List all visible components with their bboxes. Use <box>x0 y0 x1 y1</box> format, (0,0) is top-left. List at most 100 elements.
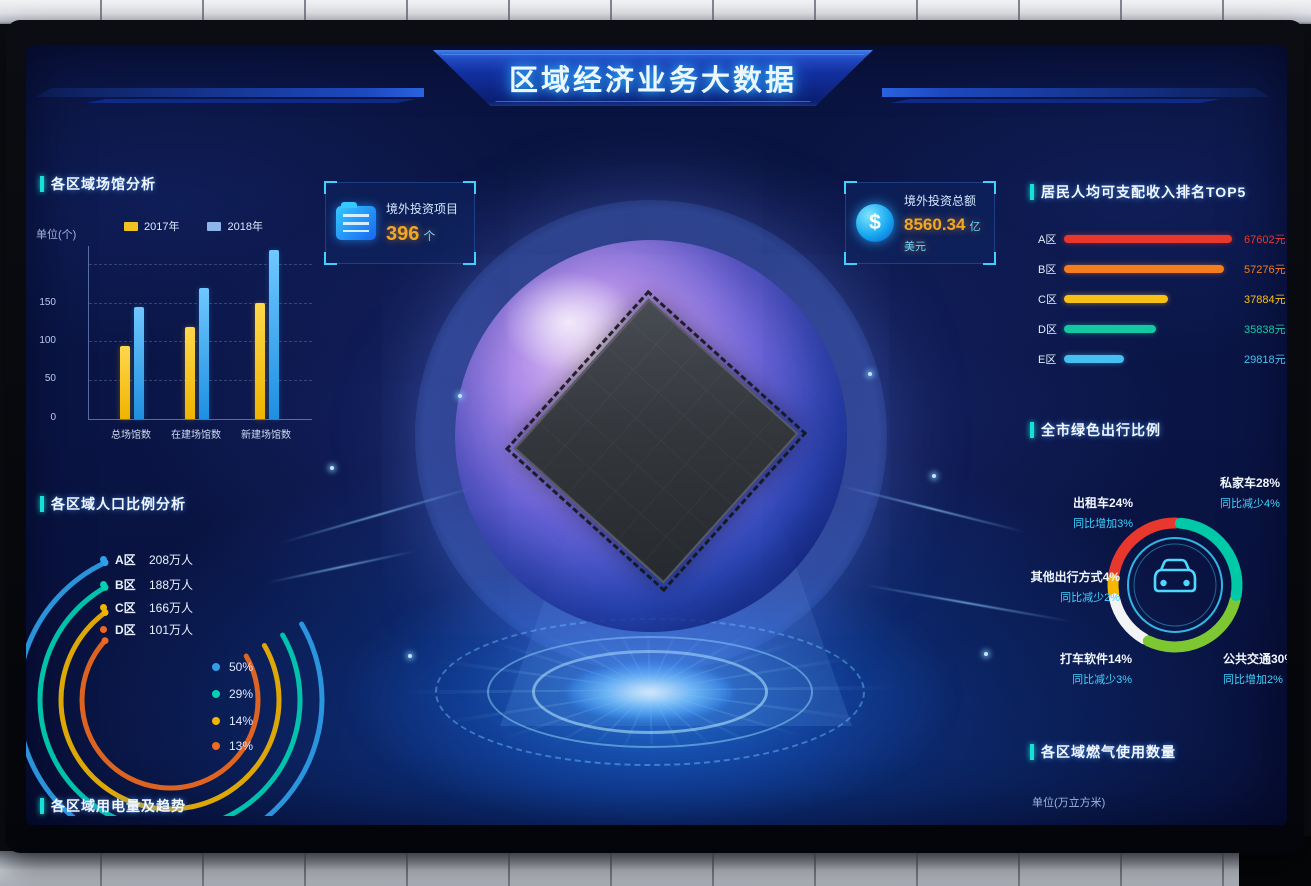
venue-bar <box>120 346 130 419</box>
row-value: 35838元 <box>1244 324 1286 336</box>
income-bar <box>1064 265 1224 273</box>
legend-item-2017[interactable]: 2017年 <box>124 218 179 234</box>
donut-segment[interactable] <box>1142 594 1241 653</box>
corner-bracket <box>983 181 996 194</box>
legend-pct: 14% <box>229 714 254 728</box>
venue-bar <box>255 303 265 419</box>
row-value: 208万人 <box>149 553 194 567</box>
income-bar <box>1064 325 1156 333</box>
x-label: 在建场馆数 <box>171 430 221 441</box>
legend-swatch <box>207 221 222 231</box>
row-dot <box>100 581 107 588</box>
segment-label: 公共交通30% <box>1223 652 1287 666</box>
segment-yoy: 同比减少3% <box>1072 674 1132 686</box>
population-arc <box>26 560 325 816</box>
population-legend-item[interactable]: 50% <box>212 660 253 674</box>
corner-bracket <box>463 252 476 265</box>
population-row[interactable]: B区 188万人 <box>100 576 193 593</box>
travel-label-private-car: 私家车28% 同比减少4% <box>1220 474 1280 511</box>
stat-invest-projects[interactable]: 境外投资项目 396 个 <box>324 181 476 265</box>
donut-segment[interactable] <box>1109 593 1150 645</box>
glow-dot <box>458 394 462 398</box>
row-value: 188万人 <box>149 578 194 592</box>
wall-tiles-bottom <box>0 851 1311 886</box>
population-legend-item[interactable]: 29% <box>212 687 253 701</box>
corner-bracket <box>844 181 857 194</box>
income-row[interactable]: E区 29818元 <box>1038 352 1286 366</box>
venue-bar <box>269 250 279 419</box>
corner-bracket <box>324 181 337 194</box>
population-arc <box>58 610 282 812</box>
section-title: 居民人均可支配收入排名TOP5 <box>1041 184 1247 200</box>
platform-ring-mid <box>487 636 813 748</box>
section-title: 各区域人口比例分析 <box>51 496 186 512</box>
legend-item-2018[interactable]: 2018年 <box>207 218 263 234</box>
venues-legend[interactable]: 2017年 2018年 <box>124 218 263 234</box>
section-title: 各区域用电量及趋势 <box>51 798 186 814</box>
y-tick: 150 <box>39 297 56 308</box>
donut-segment[interactable] <box>1108 517 1182 581</box>
y-tick: 0 <box>50 412 56 423</box>
stat-invest-total[interactable]: $ 境外投资总额 8560.34 亿美元 <box>844 181 996 265</box>
travel-label-taxi: 出租车24% 同比增加3% <box>1041 494 1133 531</box>
row-dot <box>100 626 107 633</box>
income-row[interactable]: C区 37884元 <box>1038 292 1286 306</box>
income-row[interactable]: A区 67602元 <box>1038 232 1286 246</box>
row-value: 67602元 <box>1244 234 1286 246</box>
legend-label: 2017年 <box>144 221 180 233</box>
section-gas: 各区域燃气使用数量 <box>1030 742 1176 762</box>
segment-label: 出租车24% <box>1072 496 1133 510</box>
income-row[interactable]: B区 57276元 <box>1038 262 1286 276</box>
corner-bracket <box>983 252 996 265</box>
car-icon <box>1153 558 1197 593</box>
section-accent-bar <box>1030 184 1034 200</box>
population-row[interactable]: A区 208万人 <box>100 551 193 568</box>
section-accent-bar <box>40 798 44 814</box>
title-banner: 区域经济业务大数据 <box>433 50 873 106</box>
row-label: C区 <box>115 601 136 615</box>
legend-dot <box>212 663 220 671</box>
population-arc-chart <box>26 559 325 816</box>
banner-wing-right <box>882 88 1270 97</box>
corner-bracket <box>324 252 337 265</box>
row-label: A区 <box>115 553 136 567</box>
income-bar <box>1064 295 1168 303</box>
page-title: 区域经济业务大数据 <box>508 65 797 97</box>
stat-label: 境外投资项目 <box>386 202 459 216</box>
glow-dot <box>408 654 412 658</box>
row-value: 166万人 <box>149 601 194 615</box>
section-title: 各区域场馆分析 <box>51 176 156 192</box>
donut-segment[interactable] <box>1174 517 1243 601</box>
stat-label: 境外投资总额 <box>904 193 977 208</box>
folder-icon <box>336 202 376 240</box>
section-accent-bar <box>40 176 44 192</box>
population-row[interactable]: C区 166万人 <box>100 599 193 616</box>
venue-bar <box>199 288 209 419</box>
row-label: A区 <box>1038 234 1057 246</box>
y-tick: 100 <box>39 335 56 346</box>
segment-yoy: 同比减少2% <box>1060 592 1120 604</box>
population-legend-item[interactable]: 13% <box>212 739 253 753</box>
stat-unit: 亿美元 <box>904 220 981 253</box>
population-legend-item[interactable]: 14% <box>212 714 253 728</box>
venues-unit-label: 单位(个) <box>36 229 77 241</box>
glow-dot <box>330 466 334 470</box>
gas-unit-label: 单位(万立方米) <box>1032 797 1106 809</box>
population-row[interactable]: D区 101万人 <box>100 621 193 638</box>
legend-pct: 50% <box>229 660 254 674</box>
row-label: C区 <box>1038 294 1057 306</box>
stat-value: 396 <box>386 223 420 245</box>
legend-pct: 29% <box>229 687 254 701</box>
platform-ring-inner <box>532 650 768 734</box>
income-row[interactable]: D区 35838元 <box>1038 322 1286 336</box>
row-value: 101万人 <box>149 623 194 637</box>
corner-bracket <box>463 181 476 194</box>
income-bar <box>1064 355 1124 363</box>
section-venues: 各区域场馆分析 <box>40 174 156 194</box>
section-accent-bar <box>1030 422 1034 438</box>
row-dot <box>100 604 107 611</box>
row-value: 57276元 <box>1244 264 1286 276</box>
section-accent-bar <box>1030 744 1034 760</box>
glow-dot <box>984 652 988 656</box>
